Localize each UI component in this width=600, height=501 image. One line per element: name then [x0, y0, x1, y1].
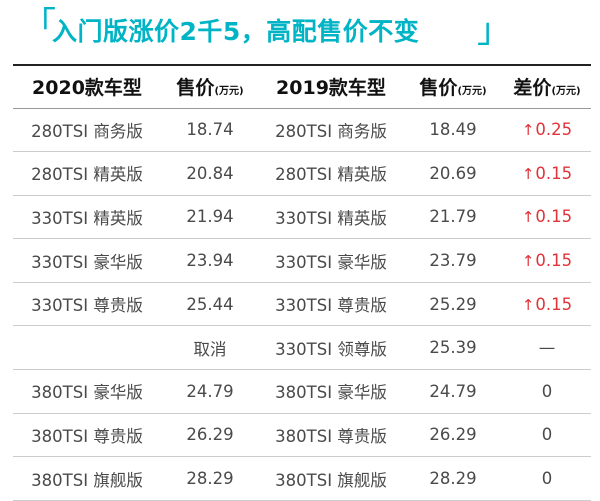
up-arrow-icon: ↑: [521, 252, 535, 271]
price-diff-value: —: [538, 338, 556, 358]
price-diff-cell: 0: [503, 457, 591, 501]
table-row: 330TSI 豪华版 23.94 330TSI 豪华版 23.79 ↑0.15: [13, 239, 591, 283]
price-diff-cell: 0: [503, 370, 591, 414]
price-2020-cell: 23.94: [186, 251, 234, 271]
header-2020-model: 2020款车型: [32, 77, 142, 100]
model-2019-cell: 330TSI 领尊版: [275, 339, 387, 359]
table-header-row: 2020款车型 售价(万元) 2019款车型 售价(万元) 差价(万元): [13, 65, 591, 108]
table-row: 280TSI 商务版 18.74 280TSI 商务版 18.49 ↑0.25: [13, 108, 591, 152]
price-2020-cell: 取消: [193, 339, 227, 359]
model-2020-cell: 380TSI 旗舰版: [31, 470, 143, 490]
model-2019-cell: 380TSI 旗舰版: [275, 470, 387, 490]
price-2019-cell: 24.79: [429, 381, 477, 401]
model-2019-cell: 330TSI 豪华版: [275, 252, 387, 272]
price-2019-cell: 18.49: [429, 120, 477, 140]
price-2020-cell: 20.84: [186, 163, 234, 183]
price-diff-value: 0.25: [535, 120, 573, 140]
model-2019-cell: 380TSI 豪华版: [275, 383, 387, 403]
price-2020-cell: 21.94: [186, 207, 234, 227]
price-diff-value: 0.15: [535, 294, 573, 314]
price-2020-cell: 25.44: [186, 294, 234, 314]
price-diff-cell: ↑0.15: [503, 195, 591, 239]
table-row: 330TSI 尊贵版 25.44 330TSI 尊贵版 25.29 ↑0.15: [13, 282, 591, 326]
model-2019-cell: 330TSI 尊贵版: [275, 296, 387, 316]
price-2020-cell: 24.79: [186, 381, 234, 401]
price-diff-value: 0.15: [535, 251, 573, 271]
price-2019-cell: 28.29: [429, 469, 477, 489]
price-diff-cell: ↑0.15: [503, 239, 591, 283]
model-2020-cell: 280TSI 精英版: [31, 165, 143, 185]
price-diff-value: 0.15: [535, 207, 573, 227]
price-diff-cell: ↑0.15: [503, 282, 591, 326]
table-row: 380TSI 尊贵版 26.29 380TSI 尊贵版 26.29 0: [13, 413, 591, 457]
model-2020-cell: [13, 326, 161, 370]
model-2020-cell: 280TSI 商务版: [31, 121, 143, 141]
price-2019-cell: 20.69: [429, 163, 477, 183]
page-title: 入门版涨价2千5，高配售价不变: [52, 17, 420, 46]
price-2019-cell: 23.79: [429, 251, 477, 271]
price-diff-value: 0: [541, 381, 553, 401]
table-row: 280TSI 精英版 20.84 280TSI 精英版 20.69 ↑0.15: [13, 152, 591, 196]
price-diff-cell: —: [503, 326, 591, 370]
up-arrow-icon: ↑: [521, 121, 535, 140]
price-2019-cell: 25.29: [429, 294, 477, 314]
table-row: 取消 330TSI 领尊版 25.39 —: [13, 326, 591, 370]
model-2019-cell: 280TSI 商务版: [275, 121, 387, 141]
table-row: 380TSI 豪华版 24.79 380TSI 豪华版 24.79 0: [13, 370, 591, 414]
model-2020-cell: 330TSI 尊贵版: [31, 296, 143, 316]
model-2019-cell: 330TSI 精英版: [275, 208, 387, 228]
up-arrow-icon: ↑: [521, 208, 535, 227]
header-price-diff: 差价(万元): [513, 77, 581, 100]
price-diff-cell: ↑0.15: [503, 152, 591, 196]
table-body: 280TSI 商务版 18.74 280TSI 商务版 18.49 ↑0.25 280TS…: [13, 108, 591, 501]
header-2020-price: 售价(万元): [176, 77, 244, 100]
model-2020-cell: 380TSI 豪华版: [31, 383, 143, 403]
price-2019-cell: 26.29: [429, 425, 477, 445]
price-2020-cell: 18.74: [186, 120, 234, 140]
table-row: 330TSI 精英版 21.94 330TSI 精英版 21.79 ↑0.15: [13, 195, 591, 239]
price-diff-value: 0.15: [535, 163, 573, 183]
price-comparison-table: 2020款车型 售价(万元) 2019款车型 售价(万元) 差价(万元) 280…: [13, 64, 591, 501]
table-row: 380TSI 旗舰版 28.29 380TSI 旗舰版 28.29 0: [13, 457, 591, 501]
model-2020-cell: 330TSI 精英版: [31, 208, 143, 228]
model-2020-cell: 330TSI 豪华版: [31, 252, 143, 272]
title-bar: 「 入门版涨价2千5，高配售价不变 」: [0, 0, 600, 62]
bracket-open-icon: 「: [22, 5, 56, 45]
price-2020-cell: 28.29: [186, 469, 234, 489]
up-arrow-icon: ↑: [521, 164, 535, 183]
bracket-close-icon: 」: [477, 11, 511, 51]
price-diff-value: 0: [541, 425, 553, 445]
up-arrow-icon: ↑: [521, 295, 535, 314]
price-diff-value: 0: [541, 469, 553, 489]
price-diff-cell: ↑0.25: [503, 108, 591, 152]
model-2019-cell: 280TSI 精英版: [275, 165, 387, 185]
price-2020-cell: 26.29: [186, 425, 234, 445]
model-2020-cell: 380TSI 尊贵版: [31, 426, 143, 446]
header-2019-model: 2019款车型: [276, 77, 386, 100]
header-2019-price: 售价(万元): [419, 77, 487, 100]
price-2019-cell: 25.39: [429, 338, 477, 358]
price-2019-cell: 21.79: [429, 207, 477, 227]
price-diff-cell: 0: [503, 413, 591, 457]
model-2019-cell: 380TSI 尊贵版: [275, 426, 387, 446]
